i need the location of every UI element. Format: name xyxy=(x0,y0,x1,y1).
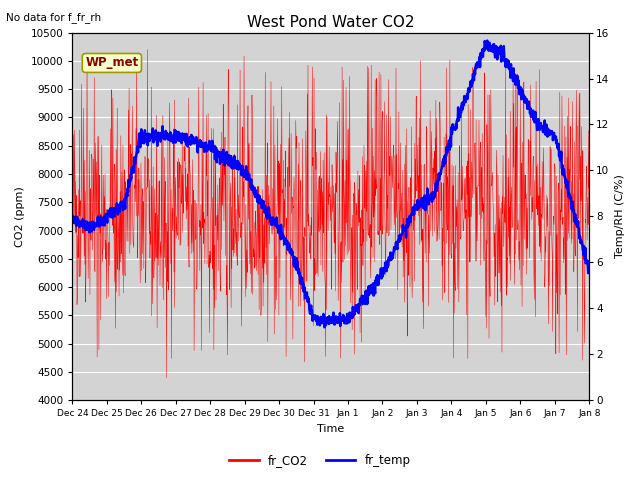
Text: WP_met: WP_met xyxy=(85,57,138,70)
X-axis label: Time: Time xyxy=(317,424,344,434)
Text: No data for f_fr_rh: No data for f_fr_rh xyxy=(6,12,102,23)
Title: West Pond Water CO2: West Pond Water CO2 xyxy=(247,15,415,30)
Y-axis label: CO2 (ppm): CO2 (ppm) xyxy=(15,186,25,247)
Y-axis label: Temp/RH (C/%): Temp/RH (C/%) xyxy=(615,174,625,258)
Legend: fr_CO2, fr_temp: fr_CO2, fr_temp xyxy=(225,449,415,472)
